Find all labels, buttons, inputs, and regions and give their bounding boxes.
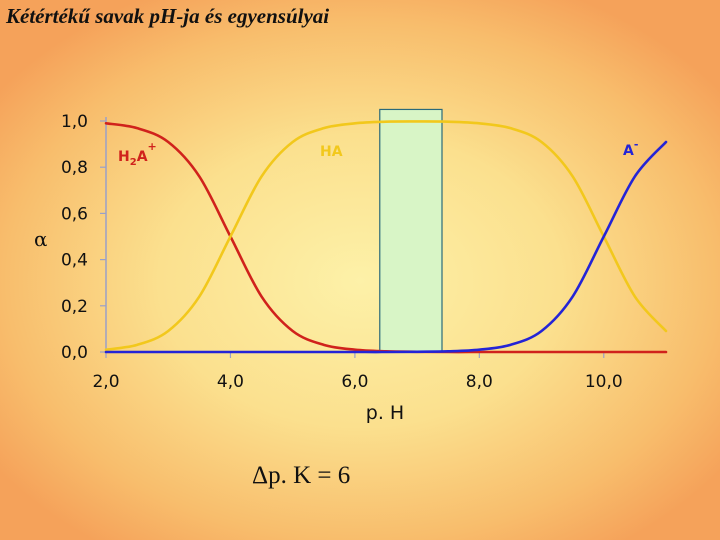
series-layer (104, 120, 668, 354)
x-tick-label: 10,0 (585, 372, 623, 392)
x-tick-label: 8,0 (466, 372, 493, 392)
x-axis-label: p. H (366, 402, 404, 424)
x-tick-label: 4,0 (217, 372, 244, 392)
y-tick-label: 0,8 (61, 158, 88, 178)
y-axis-label: α (34, 227, 48, 251)
delta-pk-formula: Δp. K = 6 (252, 462, 351, 489)
series-labels: H2A+ HA A- (118, 138, 638, 168)
x-tick-label: 2,0 (92, 372, 119, 392)
y-tick-label: 0,2 (61, 297, 88, 317)
series-line-ha (104, 120, 668, 351)
series-label-ha: HA (320, 144, 343, 160)
x-tick-label: 6,0 (341, 372, 368, 392)
highlight-region-layer (379, 108, 443, 353)
y-tick-label: 1,0 (61, 112, 88, 132)
slide-title: Kétértékű savak pH-ja és egyensúlyai (6, 4, 330, 28)
series-line-a (104, 140, 668, 354)
y-tick-label: 0,6 (61, 204, 88, 224)
series-label-a: A- (623, 138, 638, 159)
y-tick-label: 0,4 (61, 251, 88, 271)
highlight-region (379, 108, 443, 353)
series-label-h2a: H2A+ (118, 140, 157, 168)
y-tick-label: 0,0 (61, 343, 88, 363)
